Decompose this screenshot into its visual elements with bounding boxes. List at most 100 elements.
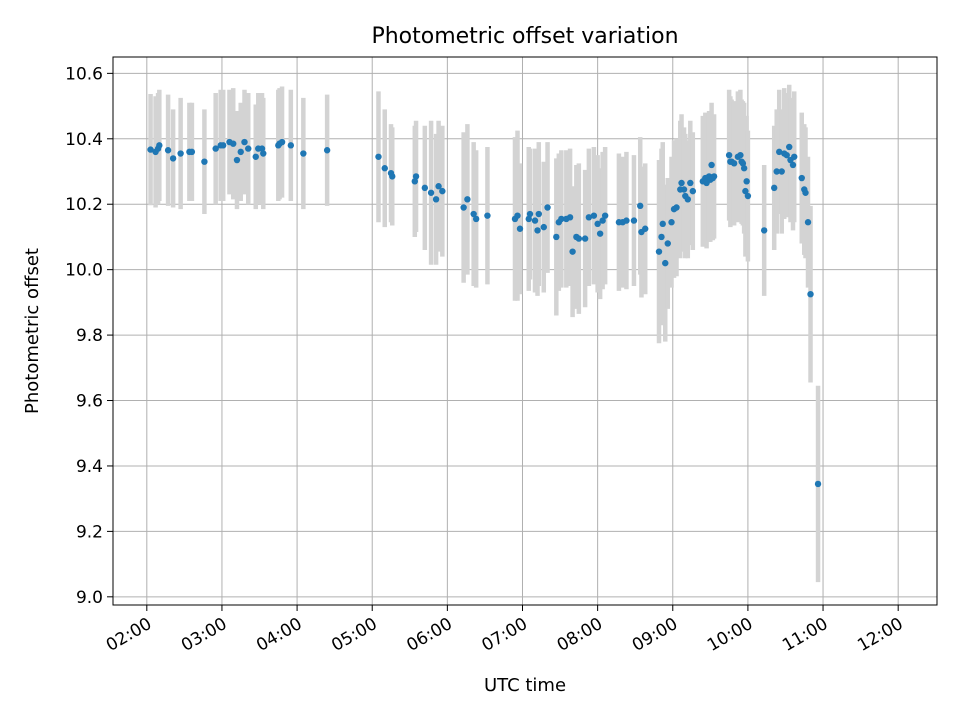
data-point — [260, 150, 267, 157]
data-point — [300, 150, 307, 157]
data-point — [287, 142, 295, 149]
data-point — [435, 183, 442, 190]
data-point — [807, 290, 814, 298]
data-point — [760, 227, 768, 234]
y-tick-label: 10.2 — [65, 195, 103, 215]
data-point — [544, 204, 551, 211]
data-point — [623, 217, 630, 224]
data-point — [802, 189, 809, 196]
data-point — [786, 143, 793, 151]
data-point — [596, 230, 604, 237]
data-point — [169, 155, 177, 162]
data-point — [201, 158, 208, 165]
y-axis-ticks: 9.0 9.2 9.4 9.6 9.8 10.0 10.2 10.4 10.6 — [65, 64, 113, 608]
data-point — [599, 217, 606, 224]
data-point — [684, 196, 691, 203]
data-point — [680, 186, 688, 193]
data-point — [798, 174, 805, 182]
data-point — [164, 147, 172, 154]
data-point — [470, 210, 477, 218]
x-tick-label: 05:00 — [328, 614, 380, 656]
data-point — [535, 210, 542, 218]
data-point — [783, 151, 790, 159]
data-point — [744, 192, 752, 200]
data-point — [389, 173, 396, 180]
x-axis-label: UTC time — [484, 675, 566, 696]
data-point — [147, 146, 154, 153]
data-point — [439, 187, 446, 195]
data-point — [642, 225, 649, 232]
data-point — [258, 145, 266, 152]
y-tick-label: 9.0 — [76, 588, 103, 608]
x-tick-label: 12:00 — [854, 614, 906, 656]
data-point — [791, 153, 798, 160]
data-point — [534, 227, 541, 234]
data-point — [789, 161, 797, 169]
x-tick-label: 08:00 — [554, 614, 606, 656]
data-point — [558, 215, 565, 223]
data-point — [730, 160, 738, 167]
data-point — [630, 217, 638, 224]
data-point — [472, 215, 480, 223]
x-tick-label: 02:00 — [103, 614, 155, 656]
data-point — [245, 145, 252, 152]
data-point — [776, 148, 783, 156]
data-point — [590, 212, 598, 219]
data-point — [673, 204, 680, 211]
data-point — [658, 233, 665, 241]
data-point — [655, 248, 663, 255]
data-point — [233, 156, 241, 164]
data-points — [147, 138, 822, 488]
data-point — [566, 214, 574, 221]
data-point — [421, 184, 429, 192]
data-point — [241, 138, 248, 146]
data-point — [553, 233, 560, 241]
x-tick-label: 11:00 — [779, 614, 831, 656]
data-point — [464, 196, 471, 203]
y-tick-label: 10.4 — [65, 130, 103, 150]
data-point — [659, 220, 666, 228]
data-point — [740, 165, 748, 172]
data-point — [637, 202, 644, 210]
data-point — [710, 173, 718, 180]
data-point — [156, 142, 163, 149]
data-point — [739, 160, 747, 167]
data-point — [484, 212, 491, 219]
data-point — [708, 161, 715, 169]
data-point — [594, 220, 601, 228]
data-point — [743, 178, 750, 185]
data-point — [427, 189, 435, 196]
data-point — [778, 168, 785, 175]
data-point — [230, 140, 237, 147]
y-tick-label: 9.4 — [76, 457, 103, 477]
y-tick-label: 10.6 — [65, 64, 103, 84]
x-tick-label: 03:00 — [178, 614, 230, 656]
data-point — [526, 210, 534, 218]
data-point — [516, 225, 524, 232]
chart-title: Photometric offset variation — [371, 24, 678, 49]
data-point — [252, 153, 259, 160]
data-point — [323, 147, 331, 154]
data-point — [278, 138, 286, 146]
data-point — [412, 173, 420, 180]
data-point — [432, 196, 440, 203]
data-point — [375, 153, 382, 160]
data-point — [585, 214, 593, 221]
x-tick-label: 04:00 — [253, 614, 305, 656]
data-point — [773, 168, 780, 175]
data-point — [411, 178, 418, 185]
data-point — [460, 204, 467, 211]
y-tick-label: 10.0 — [65, 261, 103, 281]
data-point — [581, 235, 589, 242]
data-point — [514, 212, 521, 219]
data-point — [814, 480, 822, 488]
data-point — [725, 151, 733, 159]
data-point — [662, 259, 669, 267]
grid — [113, 57, 937, 605]
data-point — [804, 219, 812, 226]
data-point — [664, 240, 671, 247]
y-tick-label: 9.8 — [76, 326, 103, 346]
data-point — [668, 219, 675, 226]
data-point — [540, 223, 547, 231]
